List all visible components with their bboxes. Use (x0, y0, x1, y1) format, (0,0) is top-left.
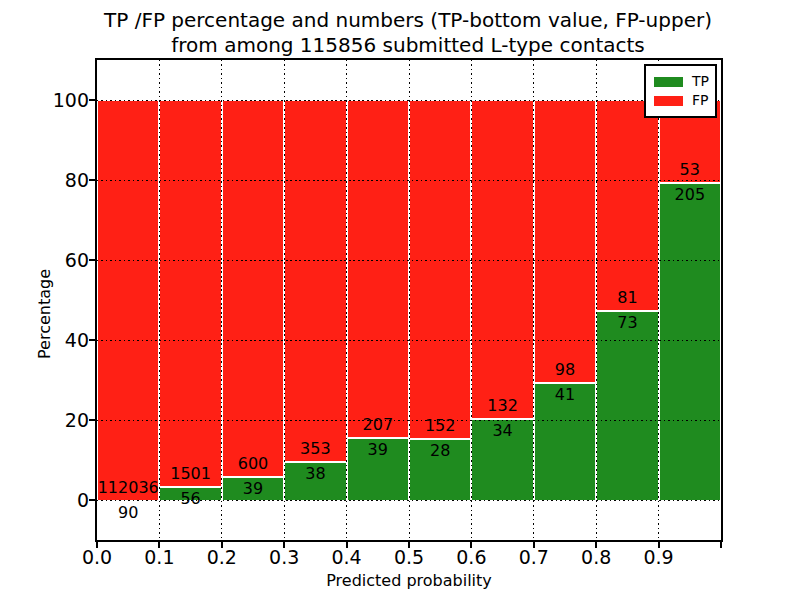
fp-count-label: 53 (659, 160, 721, 180)
x-gridline (471, 60, 472, 540)
y-tick-label: 40 (18, 328, 89, 352)
fp-count-label: 207 (347, 415, 409, 435)
fp-count-label: 98 (534, 360, 596, 380)
legend-label-fp: FP (692, 91, 709, 110)
fp-count-label: 112036 (97, 478, 159, 498)
x-tick-label: 0.9 (629, 545, 689, 569)
x-tick-label: 0.2 (192, 545, 252, 569)
x-gridline (533, 60, 534, 540)
y-tick-label: 80 (18, 168, 89, 192)
legend: TP FP (644, 64, 717, 118)
fp-count-label: 353 (284, 439, 346, 459)
legend-label-tp: TP (692, 72, 709, 91)
y-tick (89, 419, 95, 421)
legend-item-tp: TP (654, 72, 715, 91)
y-tick-label: 60 (18, 248, 89, 272)
fp-count-label: 600 (222, 454, 284, 474)
tp-count-label: 39 (347, 440, 409, 460)
tp-count-label: 73 (596, 313, 658, 333)
tp-bar-segment (659, 182, 721, 500)
y-axis-label: Percentage (35, 74, 57, 554)
x-tick-label: 0.0 (67, 545, 127, 569)
y-tick-label: 100 (18, 88, 89, 112)
x-tick-label: 0.5 (379, 545, 439, 569)
x-tick-label: 0.6 (441, 545, 501, 569)
fp-bar-segment (159, 100, 221, 486)
fp-bar-segment (596, 100, 658, 310)
fp-count-label: 152 (409, 416, 471, 436)
tp-swatch (654, 77, 683, 87)
x-tick-label: 0.7 (504, 545, 564, 569)
fp-count-label: 1501 (159, 464, 221, 484)
fp-count-label: 81 (596, 288, 658, 308)
tp-count-label: 56 (159, 489, 221, 509)
x-tick-label: 0.4 (317, 545, 377, 569)
tp-count-label: 41 (534, 385, 596, 405)
y-tick (89, 99, 95, 101)
y-tick (89, 499, 95, 501)
chart-title: TP /FP percentage and numbers (TP-bottom… (88, 8, 728, 58)
legend-item-fp: FP (654, 91, 715, 110)
fp-bar-segment (409, 100, 471, 438)
figure: TP /FP percentage and numbers (TP-bottom… (0, 0, 800, 600)
chart-title-line2: from among 115856 submitted L-type conta… (88, 33, 728, 58)
fp-bar-segment (97, 100, 159, 500)
x-axis-label: Predicted probability (97, 571, 721, 590)
tp-count-label: 39 (222, 479, 284, 499)
chart-title-line1: TP /FP percentage and numbers (TP-bottom… (88, 8, 728, 33)
x-gridline (409, 60, 410, 540)
y-tick (89, 259, 95, 261)
y-tick-label: 0 (18, 488, 89, 512)
plot-inner: TP FP 1120369015015660039353382073915228… (97, 60, 721, 540)
x-tick-label: 0.8 (566, 545, 626, 569)
tp-bar-segment (596, 310, 658, 500)
y-tick-label: 20 (18, 408, 89, 432)
tp-count-label: 205 (659, 185, 721, 205)
fp-bar-segment (284, 100, 346, 461)
tp-count-label: 28 (409, 441, 471, 461)
tp-count-label: 34 (471, 421, 533, 441)
x-tick (720, 542, 722, 548)
tp-count-label: 38 (284, 464, 346, 484)
fp-count-label: 132 (471, 396, 533, 416)
y-tick (89, 179, 95, 181)
y-tick (89, 339, 95, 341)
fp-swatch (654, 96, 683, 106)
plot-area: TP FP 1120369015015660039353382073915228… (97, 60, 721, 540)
x-tick-label: 0.1 (129, 545, 189, 569)
fp-bar-segment (347, 100, 409, 437)
x-tick-label: 0.3 (254, 545, 314, 569)
tp-count-label: 90 (97, 503, 159, 523)
